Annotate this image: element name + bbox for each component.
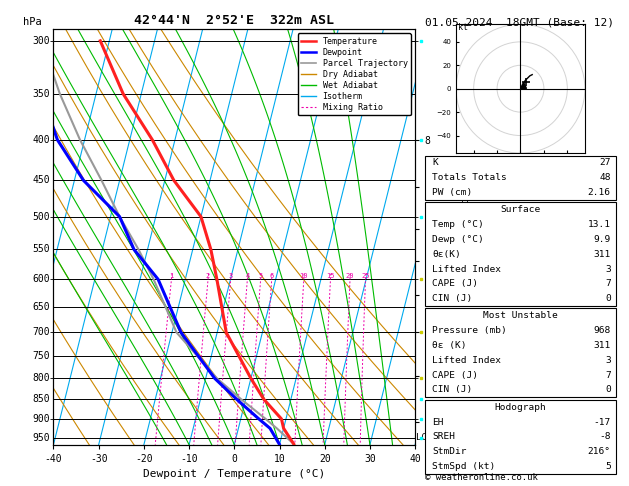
Text: © weatheronline.co.uk: © weatheronline.co.uk xyxy=(425,473,537,482)
Text: 7: 7 xyxy=(605,371,611,380)
Text: 400: 400 xyxy=(32,135,50,145)
Text: 800: 800 xyxy=(32,373,50,383)
Text: LCL: LCL xyxy=(416,433,431,442)
Y-axis label: Mixing Ratio (g/kg): Mixing Ratio (g/kg) xyxy=(459,181,469,293)
Text: 0: 0 xyxy=(605,294,611,303)
Text: 300: 300 xyxy=(32,36,50,46)
X-axis label: Dewpoint / Temperature (°C): Dewpoint / Temperature (°C) xyxy=(143,469,325,479)
Text: 450: 450 xyxy=(32,175,50,185)
Text: 3: 3 xyxy=(605,356,611,365)
Text: 650: 650 xyxy=(32,302,50,312)
Text: 5: 5 xyxy=(259,273,263,279)
Text: kt: kt xyxy=(459,23,469,32)
Text: 900: 900 xyxy=(32,414,50,424)
Text: 3: 3 xyxy=(605,264,611,274)
Text: K: K xyxy=(432,158,438,167)
Text: Hodograph: Hodograph xyxy=(494,403,547,412)
Text: 5: 5 xyxy=(605,462,611,471)
Text: 10: 10 xyxy=(299,273,308,279)
Text: 01.05.2024  18GMT (Base: 12): 01.05.2024 18GMT (Base: 12) xyxy=(425,17,613,27)
Text: 25: 25 xyxy=(361,273,370,279)
Text: StmSpd (kt): StmSpd (kt) xyxy=(432,462,496,471)
Text: 700: 700 xyxy=(32,328,50,337)
Text: θε (K): θε (K) xyxy=(432,341,467,350)
Text: -8: -8 xyxy=(599,433,611,441)
Title: 42°44'N  2°52'E  322m ASL: 42°44'N 2°52'E 322m ASL xyxy=(135,14,334,27)
Text: Totals Totals: Totals Totals xyxy=(432,173,507,182)
Text: Surface: Surface xyxy=(501,205,540,214)
Text: Pressure (mb): Pressure (mb) xyxy=(432,326,507,335)
Text: 500: 500 xyxy=(32,211,50,222)
Text: SREH: SREH xyxy=(432,433,455,441)
Text: θε(K): θε(K) xyxy=(432,250,461,259)
Text: 27: 27 xyxy=(599,158,611,167)
Text: 850: 850 xyxy=(32,394,50,404)
Text: PW (cm): PW (cm) xyxy=(432,188,472,197)
Legend: Temperature, Dewpoint, Parcel Trajectory, Dry Adiabat, Wet Adiabat, Isotherm, Mi: Temperature, Dewpoint, Parcel Trajectory… xyxy=(298,34,411,116)
Text: CIN (J): CIN (J) xyxy=(432,294,472,303)
Text: 9.9: 9.9 xyxy=(593,235,611,244)
Text: CIN (J): CIN (J) xyxy=(432,385,472,395)
Text: 350: 350 xyxy=(32,89,50,99)
Text: 311: 311 xyxy=(593,250,611,259)
Text: 2: 2 xyxy=(206,273,210,279)
Text: Dewp (°C): Dewp (°C) xyxy=(432,235,484,244)
Text: Lifted Index: Lifted Index xyxy=(432,264,501,274)
Text: 750: 750 xyxy=(32,351,50,361)
Text: 0: 0 xyxy=(605,385,611,395)
Text: Temp (°C): Temp (°C) xyxy=(432,220,484,229)
Text: hPa: hPa xyxy=(23,17,42,27)
Text: Lifted Index: Lifted Index xyxy=(432,356,501,365)
Text: 7: 7 xyxy=(605,279,611,288)
Text: 2.16: 2.16 xyxy=(587,188,611,197)
Text: 1: 1 xyxy=(169,273,174,279)
Text: StmDir: StmDir xyxy=(432,447,467,456)
Text: 216°: 216° xyxy=(587,447,611,456)
Text: EH: EH xyxy=(432,417,443,427)
Text: 600: 600 xyxy=(32,275,50,284)
Text: CAPE (J): CAPE (J) xyxy=(432,279,478,288)
Text: 4: 4 xyxy=(245,273,250,279)
Text: 48: 48 xyxy=(599,173,611,182)
Text: Most Unstable: Most Unstable xyxy=(483,312,558,320)
Text: 13.1: 13.1 xyxy=(587,220,611,229)
Text: 968: 968 xyxy=(593,326,611,335)
Text: 6: 6 xyxy=(270,273,274,279)
Text: 550: 550 xyxy=(32,244,50,255)
Text: 311: 311 xyxy=(593,341,611,350)
Text: -17: -17 xyxy=(593,417,611,427)
Text: 950: 950 xyxy=(32,433,50,443)
Text: 3: 3 xyxy=(228,273,233,279)
Text: 15: 15 xyxy=(326,273,335,279)
Text: 20: 20 xyxy=(346,273,354,279)
Text: CAPE (J): CAPE (J) xyxy=(432,371,478,380)
